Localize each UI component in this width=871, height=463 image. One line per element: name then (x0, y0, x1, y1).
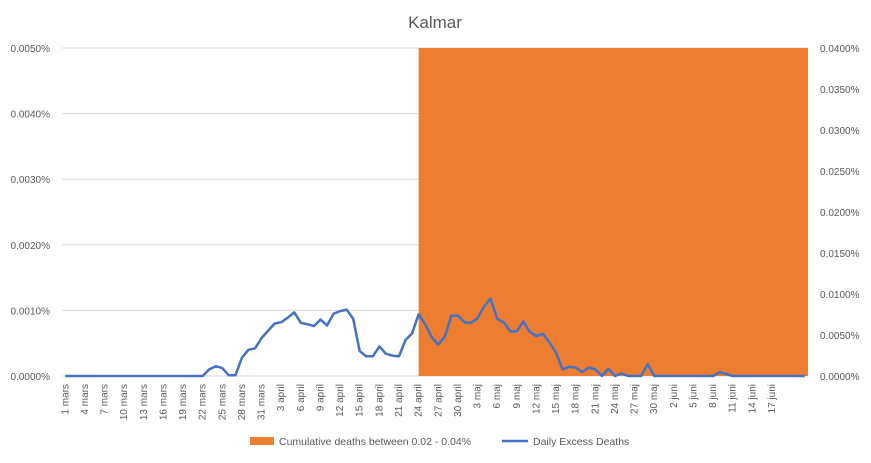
legend-label-band: Cumulative deaths between 0.02 - 0.04% (279, 436, 471, 448)
x-tick-label: 9 april (315, 384, 326, 411)
y-right-tick-label: 0.0200% (820, 208, 860, 219)
x-tick-label: 13 mars (139, 384, 150, 420)
x-tick-label: 12 april (335, 384, 346, 417)
x-tick-label: 30 april (453, 384, 464, 417)
x-tick-label: 15 maj (551, 384, 562, 414)
x-tick-label: 7 mars (100, 384, 111, 415)
legend-swatch-band (250, 437, 274, 445)
y-left-tick-label: 0.0020% (11, 241, 51, 252)
x-tick-label: 10 mars (119, 384, 130, 420)
x-tick-label: 9 maj (512, 384, 523, 408)
left-axis: 0.0000% 0.0010% 0.0020% 0.0030% 0.0040% 0.005… (11, 44, 51, 383)
legend-label-line: Daily Excess Deaths (533, 436, 629, 448)
x-tick-label: 11 juni (728, 384, 739, 413)
x-tick-label: 14 juni (747, 384, 758, 413)
y-right-tick-label: 0.0400% (820, 44, 860, 55)
x-tick-label: 22 mars (198, 384, 209, 420)
x-tick-label: 24 maj (610, 384, 621, 414)
line-layer (65, 297, 805, 378)
x-tick-label: 16 mars (158, 384, 169, 420)
x-tick-label: 21 april (394, 384, 405, 417)
y-right-tick-label: 0.0000% (820, 372, 860, 383)
y-right-tick-label: 0.0100% (820, 290, 860, 301)
x-tick-label: 31 mars (257, 384, 268, 420)
x-tick-label: 27 maj (630, 384, 641, 414)
chart-title: Kalmar (408, 13, 462, 32)
x-tick-label: 17 juni (767, 384, 778, 413)
x-tick-label: 30 maj (649, 384, 660, 414)
x-tick-label: 21 maj (590, 384, 601, 414)
x-tick-label: 3 maj (473, 384, 484, 408)
x-tick-label: 18 april (374, 384, 385, 417)
y-right-tick-label: 0.0350% (820, 85, 860, 96)
y-left-tick-label: 0.0040% (11, 110, 51, 121)
y-right-tick-label: 0.0150% (820, 249, 860, 260)
daily-excess-deaths-line (65, 297, 805, 378)
x-tick-label: 24 april (414, 384, 425, 417)
x-tick-label: 18 maj (571, 384, 582, 414)
x-tick-label: 1 mars (60, 384, 71, 415)
x-tick-label: 4 mars (80, 384, 91, 415)
y-left-tick-label: 0.0000% (11, 372, 51, 383)
x-tick-label: 6 april (296, 384, 307, 411)
y-left-tick-label: 0.0010% (11, 306, 51, 317)
x-tick-label: 19 mars (178, 384, 189, 420)
x-tick-label: 12 maj (531, 384, 542, 414)
legend: Cumulative deaths between 0.02 - 0.04% D… (250, 436, 629, 448)
x-tick-label: 8 juni (708, 384, 719, 408)
y-right-tick-label: 0.0050% (820, 331, 860, 342)
right-axis: 0.0000% 0.0050% 0.0100% 0.0150% 0.0200% 0.025… (820, 44, 860, 383)
y-right-tick-label: 0.0250% (820, 167, 860, 178)
y-right-tick-label: 0.0300% (820, 126, 860, 137)
y-left-tick-label: 0.0050% (11, 44, 51, 55)
x-axis: 1 mars 4 mars 7 mars 10 mars 13 mars 16 mars 1… (60, 384, 778, 420)
x-tick-label: 28 mars (237, 384, 248, 420)
y-left-tick-label: 0.0030% (11, 175, 51, 186)
x-tick-label: 3 april (276, 384, 287, 411)
x-tick-label: 5 juni (688, 384, 699, 408)
x-tick-label: 27 april (433, 384, 444, 417)
band-layer (418, 48, 808, 376)
x-tick-label: 25 mars (217, 384, 228, 420)
x-tick-label: 15 april (355, 384, 366, 417)
x-tick-label: 6 maj (492, 384, 503, 408)
band-area (418, 48, 808, 376)
x-tick-label: 2 juni (669, 384, 680, 408)
